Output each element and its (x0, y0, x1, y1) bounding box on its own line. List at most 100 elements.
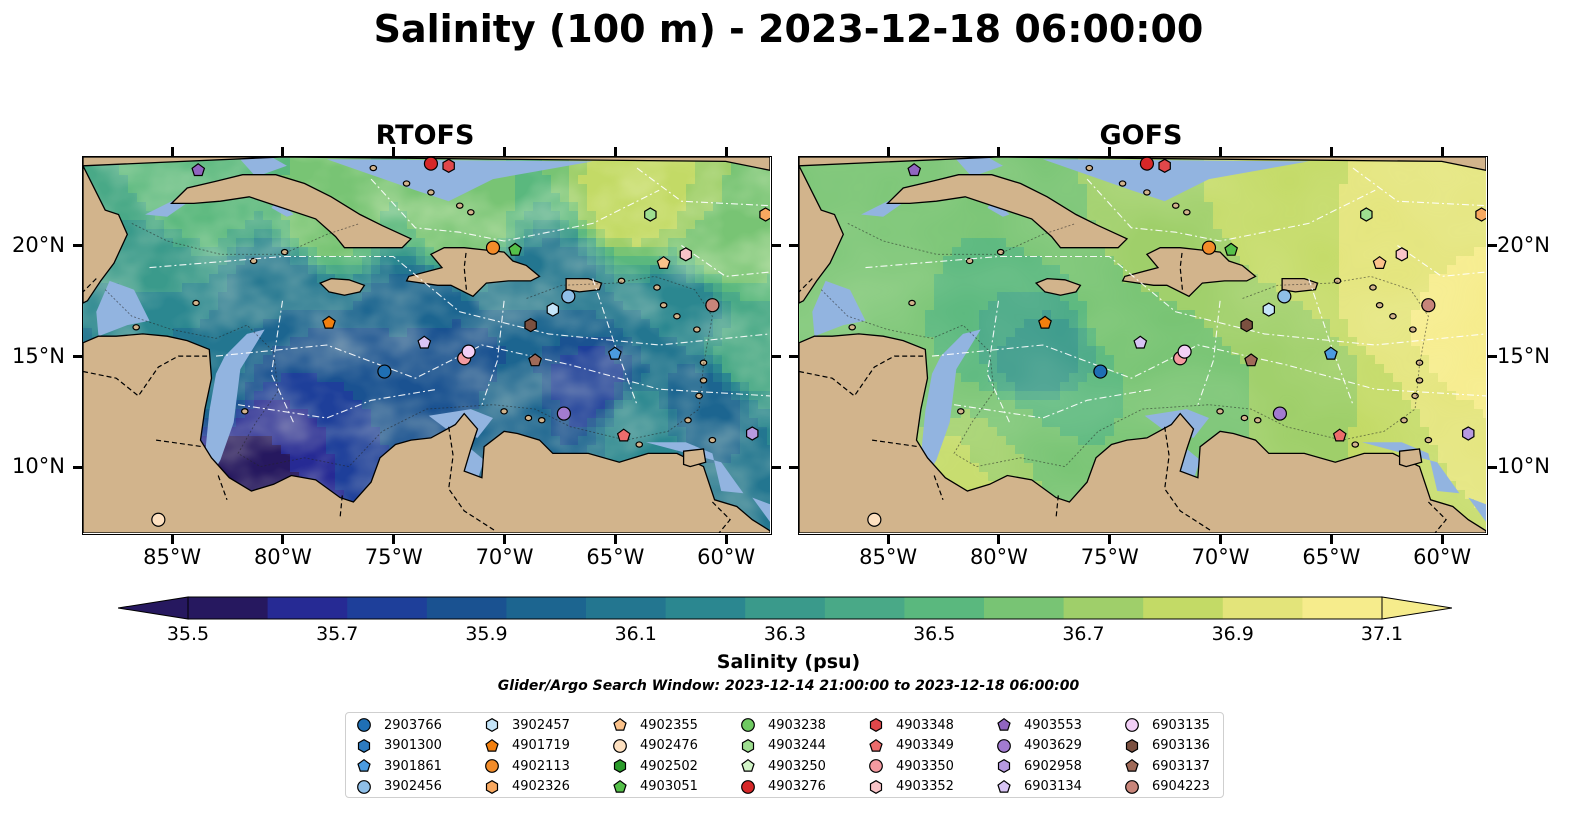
pentagon-marker-icon (613, 717, 627, 731)
legend-label: 4901719 (512, 738, 570, 753)
legend-marker (869, 759, 883, 773)
colorbar-segment (1222, 597, 1303, 619)
legend-label: 4902476 (640, 738, 698, 753)
legend-label: 2903766 (384, 717, 442, 733)
circle-marker-icon (741, 718, 755, 732)
legend-marker (485, 779, 499, 794)
marker-4903244 (1360, 207, 1373, 222)
land-hispaniola (1121, 247, 1257, 298)
legend-entry: 4903238 (740, 715, 826, 735)
legend-marker (1125, 758, 1139, 772)
legend-marker (741, 779, 755, 794)
marker-6903136 (524, 317, 537, 333)
land-trinidad (682, 448, 707, 468)
marker-3901861 (607, 346, 622, 360)
circle-marker-icon (741, 779, 755, 794)
marker-4902326 (759, 207, 770, 222)
lon-tick-mark (1329, 535, 1333, 544)
legend-label: 4902502 (640, 758, 698, 774)
legend-entry: 4903349 (868, 736, 954, 756)
marker-6902958 (745, 426, 759, 441)
legend-marker (1125, 718, 1139, 732)
float-markers (867, 157, 1486, 527)
marker-6902958 (1461, 426, 1475, 441)
search-window-label: Glider/Argo Search Window: 2023-12-14 21… (497, 678, 1080, 694)
legend-label: 4903348 (896, 717, 954, 733)
marker-4903276 (423, 157, 439, 171)
lat-tick-mark (772, 355, 781, 359)
marker-6903134 (417, 335, 432, 349)
lon-tick-label: 60°W (697, 545, 756, 569)
eez-boundaries (865, 167, 1486, 423)
legend-label: 4902355 (640, 717, 698, 733)
circle-marker-icon (1125, 779, 1139, 794)
marker-6903135 (461, 344, 476, 359)
legend-entry: 4901719 (484, 736, 570, 756)
legend-marker (869, 779, 883, 794)
legend-marker (1125, 738, 1139, 753)
legend-marker (613, 779, 627, 793)
colorbar-segment (824, 597, 905, 619)
pentagon-marker-icon (741, 758, 755, 772)
panel-title-rtofs: RTOFS (375, 120, 475, 151)
legend-entry: 4903244 (740, 736, 826, 756)
marker-2903766 (377, 364, 392, 379)
legend-entry: 6902958 (996, 756, 1082, 776)
land-masses (799, 157, 1486, 533)
colorbar-segment (1302, 597, 1383, 619)
lon-tick-mark (886, 147, 890, 156)
marker-4903349 (616, 428, 631, 442)
lon-tick-mark (613, 535, 617, 544)
legend-label: 3901861 (384, 758, 442, 774)
marker-3902457 (546, 302, 559, 317)
lon-tick-label: 85°W (143, 545, 202, 569)
lon-tick-label: 65°W (1302, 545, 1361, 569)
colorbar-tick-label: 36.5 (913, 623, 956, 645)
lon-tick-mark (1108, 535, 1112, 544)
legend-entry: 2903766 (356, 715, 442, 735)
legend-label: 4903629 (1024, 738, 1082, 753)
land-jamaica (1034, 277, 1082, 296)
colorbar-segment (426, 597, 507, 619)
land-cuba (886, 174, 1129, 249)
lon-tick-label: 75°W (364, 545, 423, 569)
float-legend: 2903766 3901300 3901861 3902456 3902457 49017… (345, 712, 1224, 798)
legend-entry: 4902502 (612, 756, 698, 776)
marker-4903352 (1395, 247, 1409, 262)
marker-6903137 (528, 353, 543, 367)
marker-2903766 (1093, 364, 1108, 379)
lon-tick-mark (613, 147, 617, 156)
colorbar (117, 596, 1453, 620)
lon-tick-label: 85°W (859, 545, 918, 569)
map-gofs (799, 157, 1486, 533)
legend-entry: 4902355 (612, 715, 698, 735)
legend-entry: 3901861 (356, 756, 442, 776)
legend-marker (357, 738, 371, 753)
lon-tick-mark (886, 535, 890, 544)
legend-entry: 6903134 (996, 777, 1082, 797)
marker-4902355 (1372, 255, 1387, 270)
float-markers (151, 157, 770, 527)
legend-entry: 6903136 (1124, 736, 1210, 756)
lat-tick-mark (789, 355, 798, 359)
legend-label: 4902326 (512, 779, 570, 794)
lon-tick-label: 80°W (969, 545, 1028, 569)
lon-tick-mark (392, 147, 396, 156)
legend-label: 4903238 (768, 717, 826, 733)
legend-entry: 4903276 (740, 777, 826, 797)
hexagon-marker-icon (485, 718, 499, 732)
lat-tick-label: 15°N (1497, 343, 1550, 368)
colorbar-label: Salinity (psu) (716, 651, 861, 673)
legend-label: 4903352 (896, 779, 954, 794)
legend-entry: 4903350 (868, 756, 954, 776)
marker-6903135 (1177, 344, 1192, 359)
legend-entry: 6903135 (1124, 715, 1210, 735)
land-jamaica (318, 277, 366, 296)
legend-entry: 4903051 (612, 777, 698, 797)
colorbar-tick-label: 37.1 (1360, 623, 1404, 645)
country-borders (83, 249, 731, 533)
legend-entry: 3902457 (484, 715, 570, 735)
lon-tick-mark (997, 535, 1001, 544)
legend-label: 3902456 (384, 779, 442, 794)
lon-tick-mark (1108, 147, 1112, 156)
